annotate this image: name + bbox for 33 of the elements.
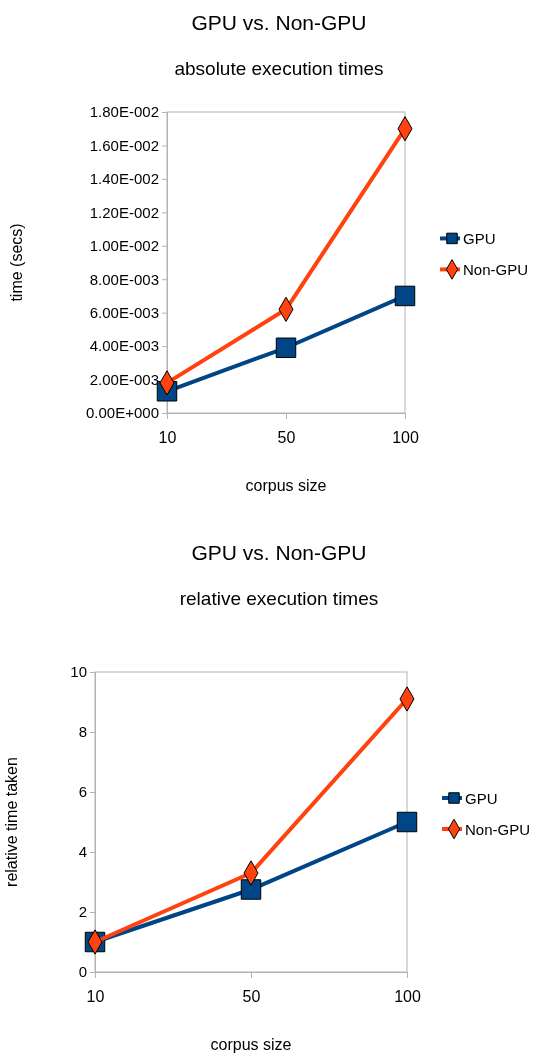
chart-subtitle: relative execution times — [179, 588, 379, 609]
y-tick-label: 6 — [78, 783, 87, 801]
y-axis-title: relative time taken — [3, 757, 20, 887]
x-tick-label: 100 — [394, 987, 421, 1005]
y-tick-label: 0 — [78, 963, 87, 981]
y-tick-label: 8.00E-003 — [89, 270, 159, 288]
legend-label: Non-GPU — [465, 821, 531, 838]
y-tick-label: 1.60E-002 — [89, 136, 159, 154]
y-tick-label: 1.80E-002 — [89, 103, 159, 121]
chart-title: GPU vs. Non-GPU — [191, 541, 367, 564]
x-tick-label: 100 — [392, 428, 419, 446]
legend-label: GPU — [465, 790, 498, 807]
y-tick-label: 1.20E-002 — [89, 203, 159, 221]
y-tick-label: 0.00E+000 — [86, 404, 159, 422]
x-tick-label: 10 — [158, 428, 177, 446]
legend-label: GPU — [463, 230, 496, 248]
y-tick-label: 4 — [78, 843, 87, 861]
y-tick-label: 2 — [78, 903, 87, 921]
y-tick-label: 1.00E-002 — [89, 237, 159, 255]
x-tick-label: 50 — [277, 428, 296, 446]
x-tick-label: 50 — [242, 987, 261, 1005]
y-tick-label: 4.00E-003 — [89, 337, 159, 355]
chart-subtitle: absolute execution times — [174, 58, 384, 79]
y-tick-label: 10 — [70, 663, 87, 681]
y-tick-label: 2.00E-003 — [89, 370, 159, 388]
y-axis-title: time (secs) — [8, 223, 25, 302]
legend-label: Non-GPU — [463, 261, 529, 279]
x-axis-title: corpus size — [210, 1036, 292, 1053]
y-tick-label: 6.00E-003 — [89, 303, 159, 321]
x-axis-title: corpus size — [245, 477, 327, 494]
y-tick-label: 1.40E-002 — [89, 170, 159, 188]
y-tick-label: 8 — [78, 723, 87, 741]
chart-title: GPU vs. Non-GPU — [191, 11, 367, 34]
